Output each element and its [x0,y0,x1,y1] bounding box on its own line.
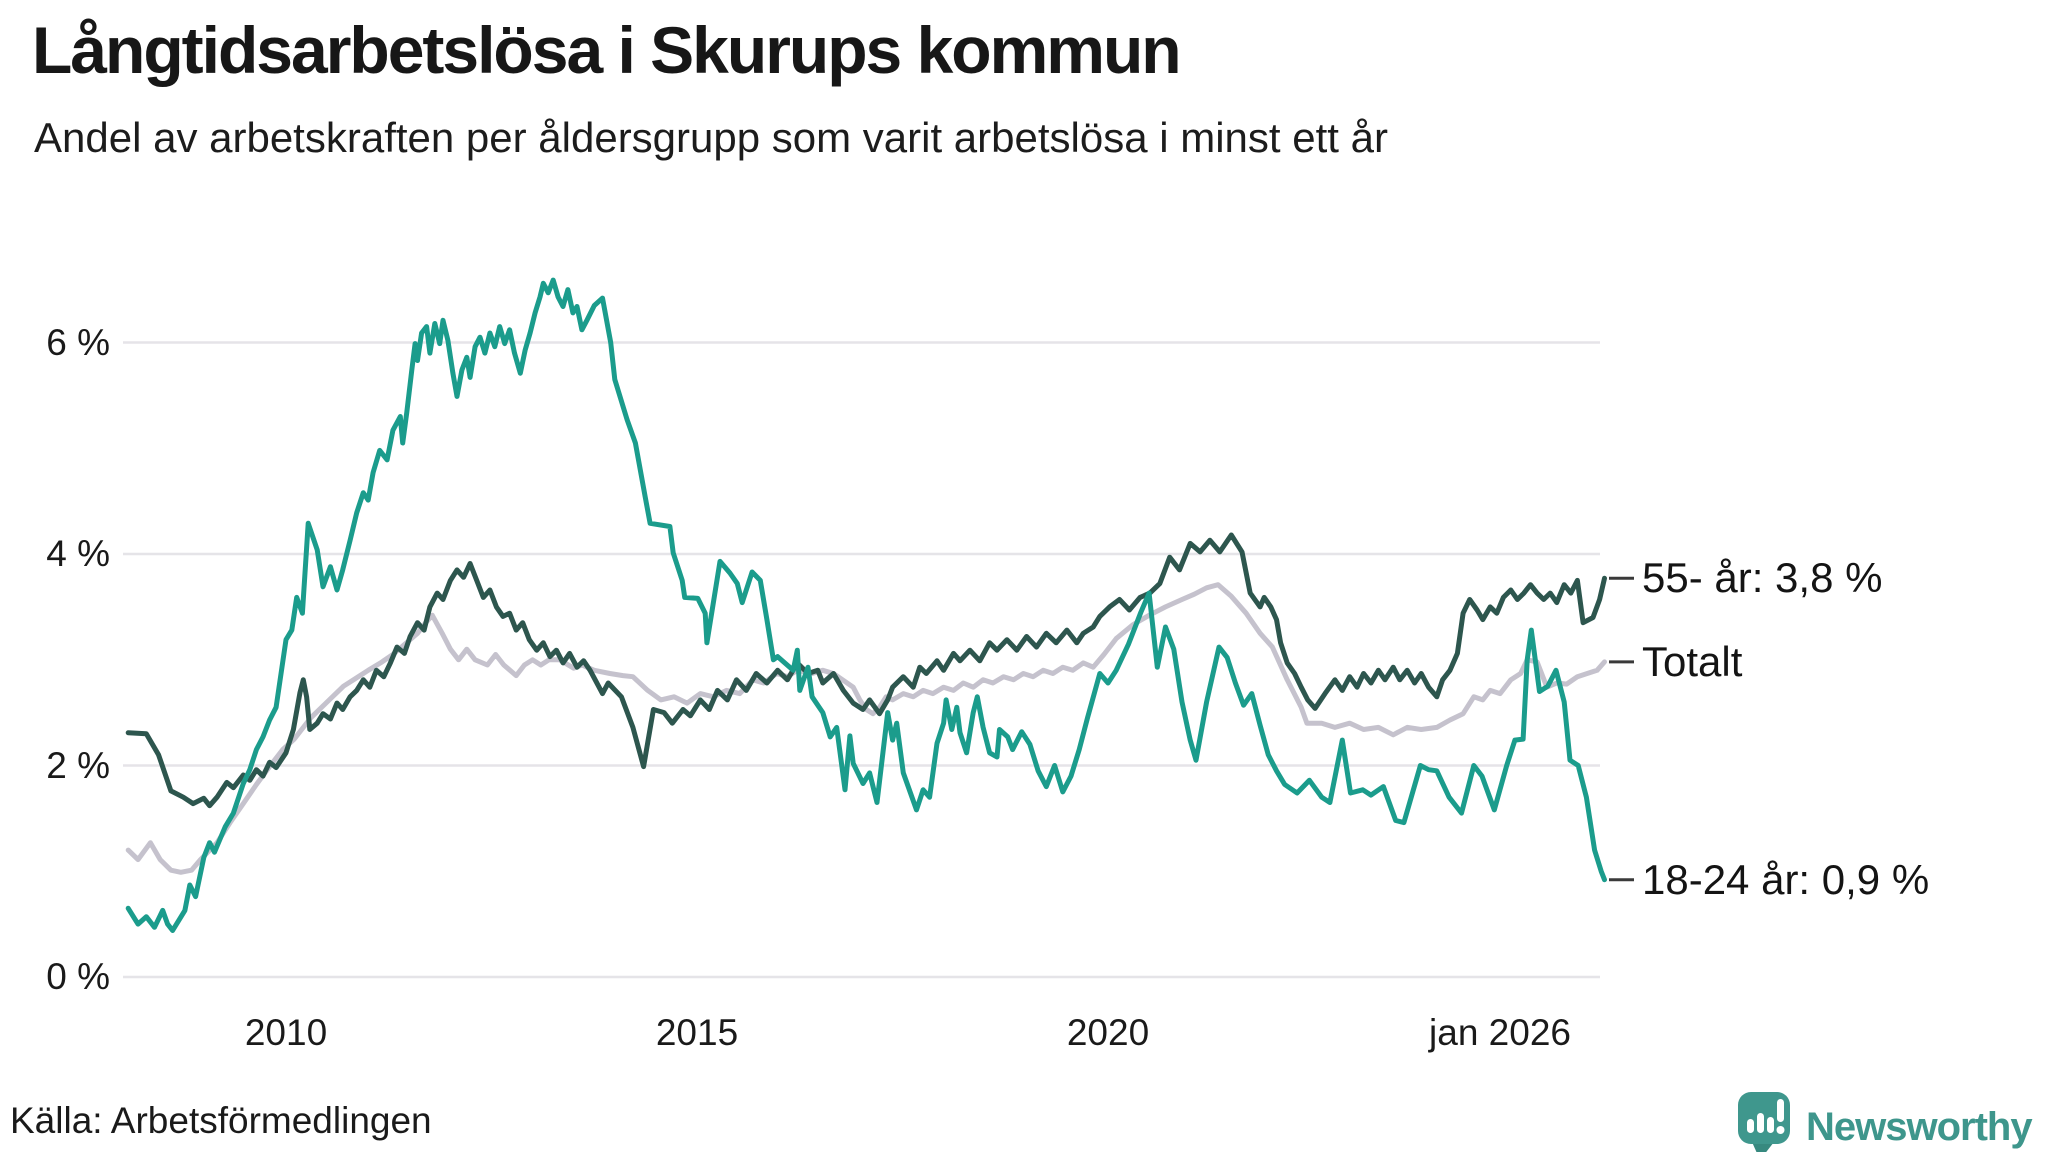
line-totalt [125,582,1607,875]
x-axis-tick-2015: 2015 [655,1012,739,1053]
x-axis-tick-2020: 2020 [1066,1012,1150,1053]
series-label-totalt: Totalt [1642,637,1743,685]
y-axis-tick-4: 4 % [46,533,110,574]
newsworthy-logo: Newsworthy [1736,1090,2033,1152]
y-axis-tick-0: 0 % [46,956,110,997]
line-18-24 [125,277,1607,933]
newsworthy-logo-icon [1738,1092,1790,1152]
y-axis-tick-6: 6 % [46,321,110,363]
series-label-55-plus: 55- år: 3,8 % [1642,554,1883,602]
source-note: Källa: Arbetsförmedlingen [10,1100,432,1141]
page-subtitle: Andel av arbetskraften per åldersgrupp s… [34,114,1388,161]
x-axis-tick-jan-2026: jan 2026 [1429,1012,1571,1053]
x-axis-tick-2010: 2010 [244,1012,328,1053]
newsworthy-logo-text: Newsworthy [1806,1104,2033,1149]
line-55-plus [125,532,1607,809]
page-title: Långtidsarbetslösa i Skurups kommun [32,13,1182,87]
y-axis-tick-2: 2 % [46,744,110,786]
series-label-18-24: 18-24 år: 0,9 % [1642,855,1930,903]
